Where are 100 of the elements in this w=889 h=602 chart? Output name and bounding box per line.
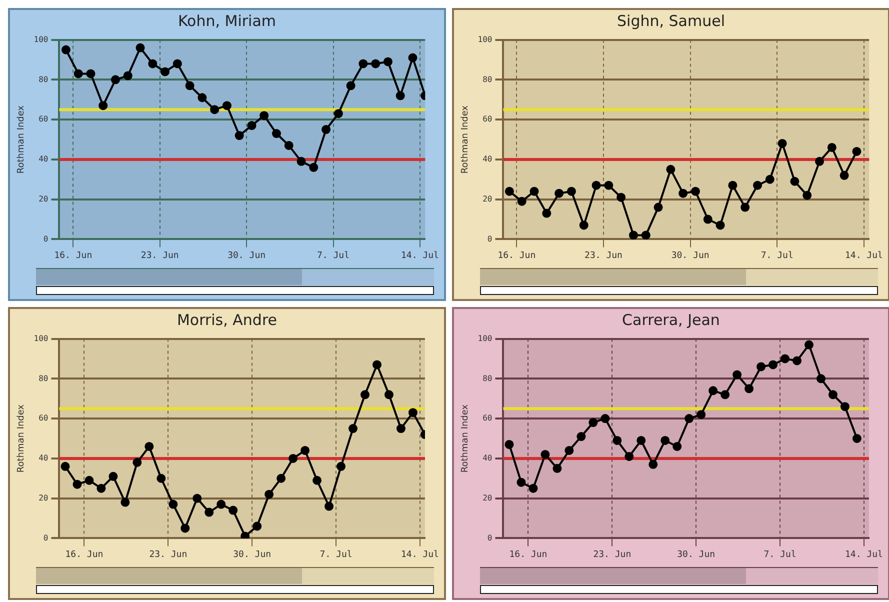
point bbox=[780, 354, 790, 364]
point bbox=[160, 67, 170, 76]
point bbox=[132, 458, 142, 467]
y-tick-label: 100 bbox=[478, 334, 492, 343]
point bbox=[624, 452, 634, 461]
point bbox=[792, 356, 802, 366]
point bbox=[648, 460, 658, 469]
point bbox=[703, 214, 712, 224]
point bbox=[192, 494, 202, 503]
point bbox=[552, 464, 562, 473]
y-tick-label: 80 bbox=[482, 74, 492, 84]
point bbox=[309, 162, 318, 172]
chart-title: Morris, Andre bbox=[176, 310, 278, 331]
y-tick-label: 20 bbox=[482, 194, 492, 204]
point bbox=[504, 440, 514, 449]
point bbox=[564, 446, 574, 455]
point bbox=[554, 188, 564, 198]
point bbox=[636, 436, 646, 445]
point bbox=[804, 340, 814, 350]
point bbox=[612, 436, 622, 445]
x-tick-label: 16. Jun bbox=[498, 250, 536, 261]
y-tick-label: 0 bbox=[487, 533, 492, 542]
point bbox=[240, 532, 250, 538]
point bbox=[180, 524, 190, 533]
point bbox=[744, 384, 754, 394]
point bbox=[252, 522, 262, 531]
point bbox=[765, 174, 774, 184]
point bbox=[60, 462, 70, 471]
point bbox=[324, 502, 334, 511]
point bbox=[816, 374, 826, 384]
point bbox=[168, 500, 178, 509]
y-tick-label: 40 bbox=[38, 154, 48, 164]
point bbox=[372, 360, 382, 370]
x-tick-label: 7. Jul bbox=[317, 250, 350, 261]
point bbox=[752, 180, 762, 190]
point bbox=[198, 93, 207, 102]
point bbox=[110, 75, 120, 84]
point bbox=[790, 176, 800, 186]
point bbox=[61, 45, 70, 54]
point bbox=[360, 390, 370, 400]
point bbox=[72, 480, 82, 489]
y-tick-label: 20 bbox=[38, 194, 48, 204]
x-tick-label: 7. Jul bbox=[320, 550, 352, 560]
point bbox=[408, 408, 418, 418]
x-tick-label: 23. Jun bbox=[149, 550, 188, 560]
y-tick-label: 80 bbox=[482, 374, 492, 383]
point bbox=[654, 202, 663, 212]
point bbox=[272, 129, 281, 138]
point bbox=[260, 111, 269, 120]
x-tick-label: 23. Jun bbox=[584, 250, 622, 261]
y-tick-label: 100 bbox=[478, 34, 492, 44]
point bbox=[136, 43, 145, 52]
y-tick-label: 0 bbox=[43, 533, 48, 542]
point bbox=[517, 196, 526, 206]
y-axis-title: Rothman Index bbox=[460, 104, 471, 174]
y-tick-label: 60 bbox=[38, 114, 48, 124]
y-tick-label: 60 bbox=[482, 114, 492, 124]
chart-title: Kohn, Miriam bbox=[176, 11, 278, 32]
y-tick-label: 20 bbox=[38, 493, 48, 502]
point bbox=[172, 59, 182, 68]
point bbox=[144, 442, 154, 451]
point bbox=[384, 390, 394, 400]
point bbox=[840, 170, 849, 180]
point bbox=[579, 220, 588, 230]
point bbox=[720, 390, 730, 400]
x-tick-label: 16. Jun bbox=[54, 250, 92, 261]
point bbox=[371, 59, 380, 68]
point bbox=[684, 414, 694, 424]
point bbox=[530, 186, 539, 196]
point bbox=[300, 446, 310, 455]
chart-title: Sighn, Samuel bbox=[616, 11, 726, 32]
point bbox=[234, 131, 244, 140]
point bbox=[264, 490, 274, 499]
x-tick-label: 30. Jun bbox=[677, 550, 716, 560]
point bbox=[296, 156, 306, 166]
point bbox=[740, 202, 750, 212]
x-tick-label: 23. Jun bbox=[593, 550, 632, 560]
point bbox=[566, 186, 576, 196]
point bbox=[852, 146, 862, 156]
point bbox=[728, 180, 738, 190]
point bbox=[576, 432, 586, 442]
x-tick-label: 14. Jul bbox=[400, 550, 439, 560]
point bbox=[216, 500, 226, 509]
point bbox=[802, 190, 812, 200]
point bbox=[672, 442, 682, 451]
point bbox=[768, 360, 778, 370]
point bbox=[516, 478, 526, 487]
point bbox=[756, 362, 766, 372]
point bbox=[852, 434, 862, 443]
y-axis-title: Rothman Index bbox=[16, 104, 27, 174]
point bbox=[600, 414, 610, 424]
point bbox=[604, 180, 614, 190]
point bbox=[396, 424, 406, 434]
y-tick-label: 40 bbox=[482, 454, 492, 463]
point bbox=[276, 474, 286, 483]
point bbox=[383, 57, 392, 66]
point bbox=[732, 370, 742, 380]
point bbox=[84, 476, 94, 485]
x-tick-label: 23. Jun bbox=[140, 250, 179, 261]
point bbox=[690, 186, 700, 196]
